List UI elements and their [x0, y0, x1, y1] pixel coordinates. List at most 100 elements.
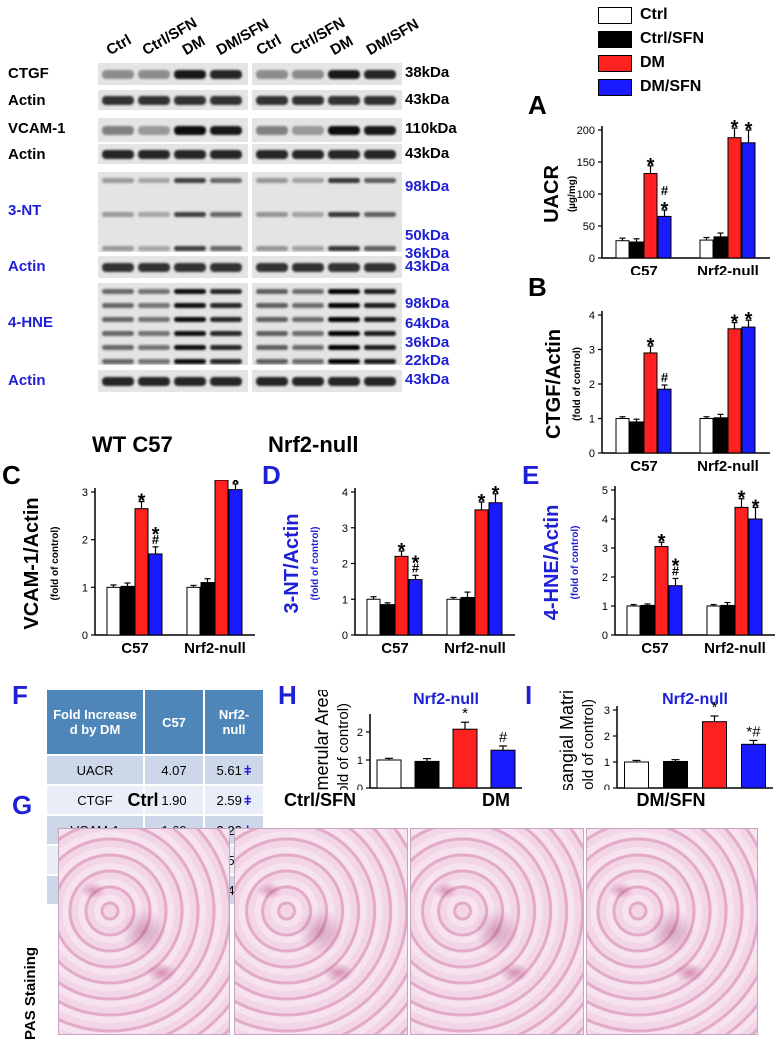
y-axis-unit: (fold of control)	[50, 527, 61, 601]
significance-mark: *	[731, 312, 739, 334]
significance-mark: #	[412, 560, 420, 575]
panel-letter-e: E	[522, 460, 540, 490]
table-header-cell: Nrf2-null	[205, 690, 263, 754]
y-axis-unit: (fold of control)	[572, 347, 583, 421]
panel-letter-g: G	[12, 790, 33, 820]
bar-ctrl	[624, 761, 649, 789]
y-tick-label: 3	[589, 345, 595, 357]
bar-dm-sfn	[741, 326, 756, 454]
bar-dm-sfn	[741, 743, 766, 789]
micrograph-title: Ctrl/SFN	[284, 790, 356, 810]
kda-label: 98kDa	[405, 178, 450, 195]
significance-mark: *	[398, 540, 406, 562]
y-tick-label: 1	[604, 757, 610, 769]
blot-image	[98, 63, 248, 85]
y-tick-label: 3	[82, 487, 88, 499]
blot-row-label: VCAM-1	[8, 120, 66, 137]
legend-label: Ctrl	[640, 6, 668, 23]
significance-mark: *	[647, 335, 655, 357]
chart-mesangial-matrix: 0 1 2 3 Mesangial Matrix (fold of control) Nrf…	[557, 690, 773, 790]
y-tick-label: 2	[82, 535, 88, 547]
y-tick-label: 1	[342, 594, 348, 606]
bar-dm	[394, 555, 409, 636]
bar-dm-sfn	[668, 585, 683, 636]
y-tick-label: 100	[577, 189, 595, 201]
significance-mark: *	[492, 483, 500, 505]
legend-item-2: DM	[598, 53, 665, 73]
kda-label: 64kDa	[405, 315, 450, 332]
bar-dm-sfn	[148, 553, 163, 636]
category-label: C57	[630, 263, 658, 275]
y-axis-label: UACR	[541, 165, 563, 223]
significance-mark: *	[745, 120, 753, 141]
y-tick-label: 200	[577, 125, 595, 137]
pas-micrograph	[586, 828, 758, 1035]
bar-dm-sfn	[741, 142, 756, 259]
group-label-wt: WT C57	[92, 432, 173, 457]
significance-mark: *	[752, 496, 760, 518]
blot-row-label: Actin	[8, 92, 46, 109]
bar-dm-sfn	[228, 489, 243, 636]
pas-micrograph	[234, 828, 408, 1035]
bar-ctrl	[376, 759, 402, 789]
legend-swatch	[598, 30, 632, 48]
y-tick-label: 1	[82, 582, 88, 594]
y-tick-label: 2	[342, 559, 348, 571]
lane-label: DM/SFN	[363, 15, 422, 59]
blot-image	[252, 256, 402, 278]
y-axis-unit: (fold of control)	[335, 703, 352, 790]
y-tick-label: 1	[602, 601, 608, 613]
significance-mark: *#	[746, 723, 761, 740]
kda-label: 36kDa	[405, 245, 450, 262]
legend-item-0: Ctrl	[598, 5, 668, 25]
bar-dm	[214, 480, 229, 636]
bar-dm	[702, 721, 727, 789]
blot-image	[252, 63, 402, 85]
bar-ctrl-sfn	[120, 585, 135, 636]
table-header-row: Fold Increase d by DM C57 Nrf2-null	[47, 690, 263, 754]
table-cell: CTGF	[77, 792, 113, 808]
group-label-nrf2: Nrf2-null	[268, 432, 359, 457]
bar-ctrl	[699, 418, 714, 454]
panel-letter-c: C	[2, 460, 21, 490]
significance-mark: #	[672, 563, 680, 578]
category-label: Nrf2-null	[704, 640, 766, 657]
bar-dm	[643, 173, 658, 259]
blot-image	[98, 370, 248, 392]
bar-ctrl-sfn	[640, 604, 655, 636]
bar-ctrl	[615, 240, 630, 259]
kda-label: 110kDa	[405, 120, 457, 137]
lane-label: Ctrl	[103, 31, 135, 59]
significance-mark: *	[661, 199, 669, 221]
bar-dm-sfn	[657, 215, 672, 259]
y-tick-label: 1	[357, 755, 363, 767]
bar-dm	[474, 509, 489, 636]
blot-image	[252, 370, 402, 392]
y-tick-label: 0	[604, 783, 610, 790]
blot-image	[252, 144, 402, 164]
significance-mark: *	[731, 120, 739, 139]
y-tick-label: 0	[589, 448, 595, 460]
y-tick-label: 4	[589, 310, 595, 322]
panel-letter-h: H	[278, 680, 297, 710]
table-header-cell: Fold Increase d by DM	[47, 690, 143, 754]
significance-mark: *	[462, 705, 468, 722]
significance-mark: *	[712, 699, 718, 716]
y-tick-label: 4	[342, 487, 348, 499]
chart-title: Nrf2-null	[413, 691, 479, 708]
bar-ctrl-sfn	[629, 421, 644, 454]
blot-image	[98, 172, 248, 252]
y-tick-label: 2	[589, 379, 595, 391]
chart-ctgf: 0 1 2 3 4 CTGF/Actin (fold of control) * # C57 * * N…	[543, 309, 770, 475]
y-tick-label: 5	[602, 485, 608, 497]
y-tick-label: 2	[604, 731, 610, 743]
y-tick-label: 3	[342, 523, 348, 535]
table-cell: 2.59	[216, 792, 242, 808]
kda-label: 43kDa	[405, 258, 450, 275]
category-label: Nrf2-null	[697, 458, 759, 475]
significance-mark: *	[647, 155, 655, 177]
bar-dm-sfn	[488, 502, 503, 636]
significance-mark: #	[661, 183, 669, 198]
blot-row-label: CTGF	[8, 65, 49, 82]
significance-mark: *	[478, 491, 486, 513]
